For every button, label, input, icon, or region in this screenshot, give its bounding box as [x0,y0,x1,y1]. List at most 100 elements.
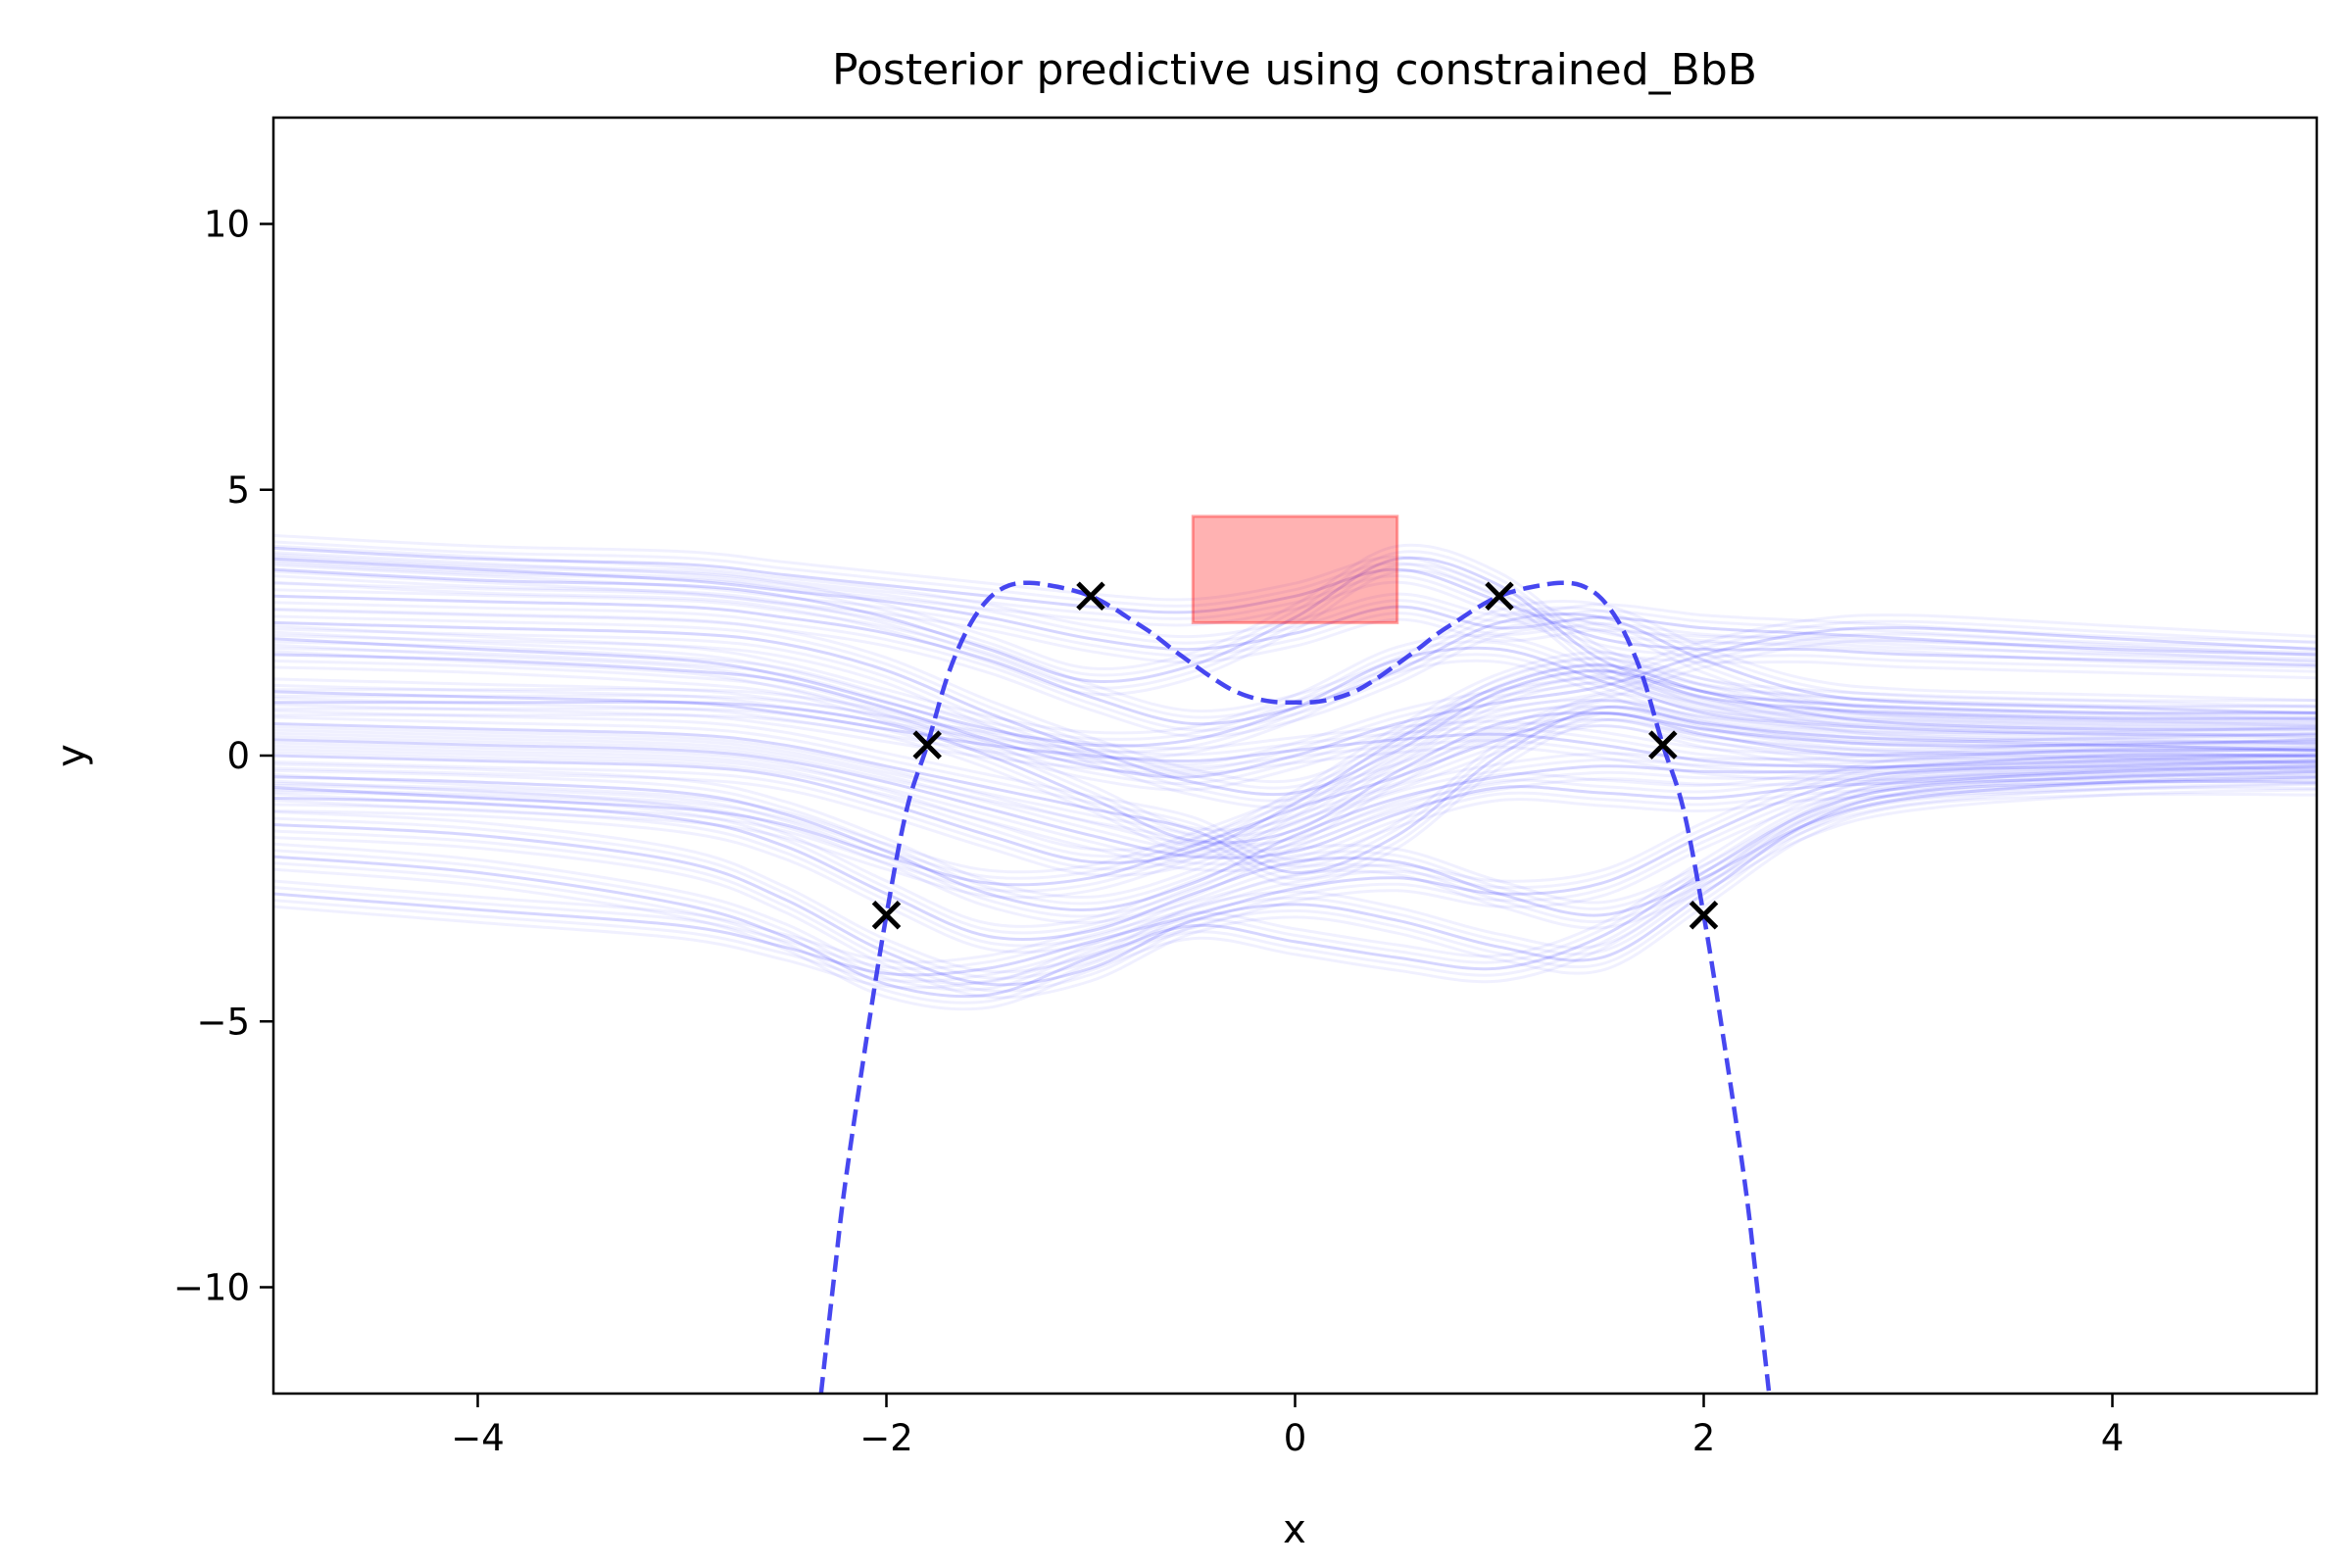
y-tick-label: 0 [226,735,250,777]
posterior-sample-line [273,753,2317,970]
posterior-sample-line [273,705,2317,880]
posterior-sample-line [273,553,2317,673]
posterior-sample-line [273,757,2317,986]
posterior-sample-line [273,632,2317,785]
posterior-sample-line [273,637,2317,748]
posterior-sample-line [273,626,2317,779]
posterior-sample-line [273,564,2317,662]
posterior-sample-line [273,614,2317,790]
posterior-sample-line [273,607,2317,739]
posterior-sample-line [273,762,2317,928]
posterior-sample-line [273,703,2317,782]
y-tick-label: −5 [196,1001,250,1043]
posterior-sample-line [273,699,2317,868]
posterior-sample-bundle [273,677,2317,782]
posterior-sample-line [273,551,2317,650]
posterior-sample-line [273,731,2317,854]
posterior-sample-line [273,699,2317,874]
posterior-sample-line [273,687,2317,832]
posterior-sample-bundle [273,651,2317,877]
posterior-sample-line [273,676,2317,877]
posterior-sample-bundle [273,613,2317,792]
posterior-sample-line [273,786,2317,993]
x-axis-ticks: −4 −2 0 2 4 [451,1394,2124,1459]
posterior-sample-line [273,568,2317,728]
posterior-sample-line [273,544,2317,644]
posterior-sample-line [273,765,2317,925]
posterior-sample-line [273,779,2317,987]
posterior-sample-line [273,594,2317,726]
posterior-sample-line [273,619,2317,772]
constraint-box [1191,514,1399,624]
posterior-sample-bundle [273,533,2317,680]
posterior-sample-bundle [273,543,2317,728]
posterior-sample-line [273,744,2317,866]
posterior-sample-bundle [273,757,2317,1011]
posterior-sample-line [273,657,2317,858]
posterior-sample-line [273,601,2317,732]
posterior-sample-line [273,771,2317,990]
posterior-sample-bundle [273,687,2317,858]
posterior-sample-line [273,712,2317,858]
posterior-sample-line [273,775,2317,941]
posterior-sample-line [273,694,2317,839]
posterior-sample-line [273,546,2317,667]
x-tick-label: 0 [1284,1417,1307,1459]
chart-title: Posterior predictive using constrained_B… [832,45,1757,95]
x-tick-label: 4 [2101,1417,2125,1459]
posterior-sample-line [273,740,2317,900]
plot-area [273,514,2317,1394]
posterior-sample-line [273,760,2317,918]
posterior-sample-line [273,669,2317,871]
posterior-sample-line [273,788,2317,954]
posterior-sample-line [273,746,2317,964]
posterior-sample-line [273,753,2317,912]
constraint-region [1191,514,1399,624]
training-point-marker [1648,730,1678,760]
posterior-sample-bundle [273,699,2317,900]
training-point-marker [871,900,902,930]
posterior-sample-line [273,690,2317,769]
posterior-sample-line [273,717,2317,893]
posterior-sample-line [273,717,2317,887]
posterior-sample-line [273,768,2317,935]
posterior-sample-line [273,550,2317,709]
posterior-sample-bundle [273,608,2317,809]
posterior-sample-line [273,711,2317,881]
training-point-marker [1689,900,1719,930]
posterior-samples [273,533,2317,1011]
posterior-sample-line [273,773,2317,980]
true-function [818,580,1772,1394]
posterior-sample-line [273,725,2317,847]
posterior-sample-line [273,569,2317,669]
y-axis-ticks: −10 −5 0 5 10 [173,204,273,1309]
posterior-sample-line [273,563,2317,721]
posterior-sample-line [273,643,2317,755]
posterior-sample-line [273,692,2317,861]
posterior-sample-line [273,738,2317,859]
posterior-sample-bundle [273,740,2317,925]
posterior-sample-line [273,620,2317,797]
posterior-sample-bundle [273,762,2317,954]
x-tick-label: −2 [859,1417,913,1459]
posterior-sample-line [273,559,2317,680]
posterior-sample-bundle [273,725,2317,872]
posterior-sample-line [273,533,2317,655]
posterior-sample-line [273,556,2317,715]
training-point-marker [1485,581,1514,612]
posterior-sample-line [273,683,2317,762]
training-point-marker [912,730,942,760]
posterior-sample-line [273,707,2317,852]
posterior-sample-line [273,747,2317,906]
y-tick-label: 5 [226,469,250,512]
posterior-sample-line [273,696,2317,775]
posterior-sample-line [273,677,2317,756]
true-function-line [818,580,1772,1394]
posterior-sample-line [273,763,2317,992]
posterior-sample-line [273,765,2317,983]
posterior-sample-line [273,651,2317,852]
posterior-sample-line [273,540,2317,661]
posterior-sample-line [273,724,2317,900]
